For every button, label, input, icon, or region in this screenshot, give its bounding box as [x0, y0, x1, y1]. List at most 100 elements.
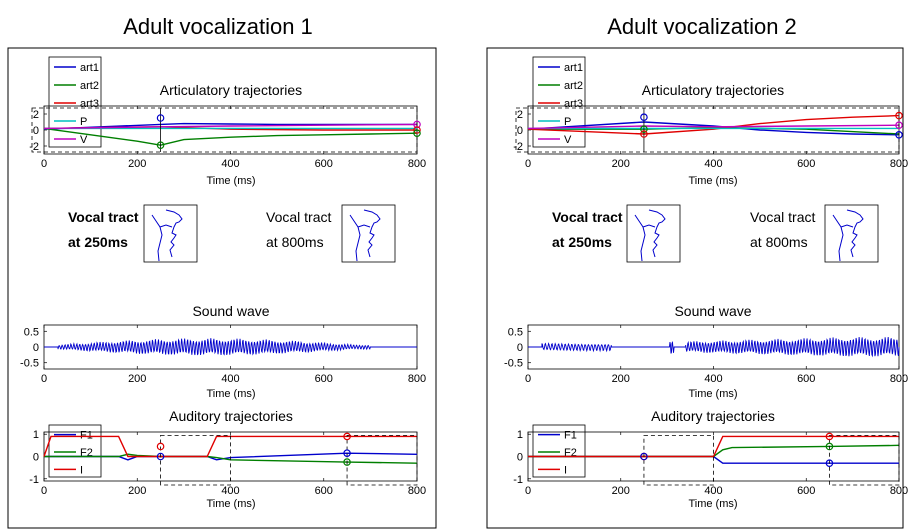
panel1-artic-legend-label-art1: art1: [80, 62, 99, 74]
vocal-tract-icon: [363, 209, 381, 258]
panel1-artic-xlabel: Time (ms): [206, 175, 255, 187]
panel2-audit-window: [829, 434, 900, 486]
panel2-artic-legend-label-art1: art1: [564, 62, 583, 74]
panel1-audit-point: [156, 452, 165, 461]
panel2-audit-title: Auditory trajectories: [651, 408, 775, 424]
vocal-tract-icon: [832, 214, 844, 262]
panel2-vt1-line2: at 250ms: [552, 234, 612, 250]
panel1-vocal-tract-800: [341, 204, 396, 263]
panel1-vocal-tract-250: [143, 204, 198, 263]
vocal-tract-icon: [634, 214, 646, 262]
panel1-artic-xtick-label: 600: [315, 158, 333, 170]
panel2-audit-xtick-label: 600: [797, 485, 815, 497]
panel1-sound-xtick-label: 400: [221, 373, 239, 385]
panel2-artic-legend-label-P: P: [564, 116, 571, 128]
panel2-audit-window: [643, 434, 714, 486]
panel1-audit-point: [343, 458, 351, 466]
panel1-audit-point: [343, 432, 351, 441]
panel2-audit-point: [825, 459, 834, 467]
panel1-audit-xtick-label: 800: [408, 485, 426, 497]
panel1-vt1-line2: at 250ms: [68, 234, 128, 250]
panel2-artic-ytick-label: -2: [513, 141, 523, 153]
panel2-audit-legend-label-F1: F1: [564, 430, 577, 442]
panel2-audit-xtick-label: 800: [890, 485, 908, 497]
panel2-audit-ytick-label: 1: [517, 429, 523, 441]
panel1-artic-title: Articulatory trajectories: [160, 82, 302, 98]
panel1-sound-ytick-label: 0: [33, 342, 39, 354]
panel2-audit-xtick-label: 0: [525, 485, 531, 497]
panel1-audit-window: [346, 434, 418, 486]
panel2-sound-ytick-label: 0.5: [508, 326, 523, 338]
panel1-artic-xtick-label: 400: [221, 158, 239, 170]
panel1-artic-legend: art1 art2 art3 PV: [48, 56, 102, 148]
panel2-artic-point: [640, 125, 648, 134]
panel1-sound-ytick-label: -0.5: [20, 358, 39, 370]
panel2-artic-point: [895, 131, 903, 139]
vocal-tract-icon: [357, 224, 371, 228]
panel2-artic-xtick-label: 200: [612, 158, 630, 170]
panel2-artic-xtick-label: 800: [890, 158, 908, 170]
panel1-audit-line-I: [43, 435, 417, 458]
panel1-frame: [7, 47, 437, 529]
panel2-vocal-tract-800: [824, 204, 879, 263]
panel2-vt2-line1: Vocal tract: [750, 209, 815, 225]
panel2-audit-legend-label-I: I: [564, 464, 567, 476]
panel1-artic-legend-label-P: P: [80, 116, 87, 128]
panel2-artic-xtick-label: 600: [797, 158, 815, 170]
panel2-artic-point: [640, 130, 648, 138]
panel1-sound-xtick-label: 0: [41, 373, 47, 385]
panel2-artic-title: Articulatory trajectories: [642, 82, 784, 98]
panel1-artic-point: [413, 129, 421, 138]
panel2-audit-xtick-label: 200: [612, 485, 630, 497]
panel1-artic-xtick-label: 200: [128, 158, 146, 170]
panel1-artic-xtick-label: 0: [41, 158, 47, 170]
panel1-artic-legend-label-art3: art3: [80, 98, 99, 110]
vocal-tract-icon: [840, 224, 854, 228]
panel2-artic-xtick-label: 400: [704, 158, 722, 170]
panel1-audit-ytick-label: 0: [33, 452, 39, 464]
panel2-sound-xtick-label: 400: [704, 373, 722, 385]
panel1-audit-point: [156, 442, 165, 451]
panel1-audit-xtick-label: 600: [315, 485, 333, 497]
panel2-artic-legend-label-art2: art2: [564, 80, 583, 92]
panel1-sound-xtick-label: 200: [128, 373, 146, 385]
panel2-sound-ytick-label: -0.5: [504, 358, 523, 370]
panel2-artic-ytick-label: 2: [517, 109, 523, 121]
panel1-sound-xtick-label: 600: [315, 373, 333, 385]
panel2-audit-xlabel: Time (ms): [688, 498, 737, 510]
panel1-audit-title: Auditory trajectories: [169, 408, 293, 424]
panel1-artic-xtick-label: 800: [408, 158, 426, 170]
panel1-title: Adult vocalization 1: [123, 14, 313, 39]
panel2-artic-xtick-label: 0: [525, 158, 531, 170]
panel1-sound-xtick-label: 800: [408, 373, 426, 385]
vocal-tract-icon: [349, 214, 361, 262]
panel2-audit-ytick-label: 0: [517, 452, 523, 464]
panel1-artic-ytick-label: -2: [29, 141, 39, 153]
panel2-sound-xtick-label: 200: [612, 373, 630, 385]
panel2-sound-wave: [528, 336, 900, 358]
panel1-audit-legend-label-I: I: [80, 464, 83, 476]
panel1-artic-point: [156, 114, 165, 122]
panel1-audit-ytick-label: -1: [29, 474, 39, 486]
panel1-artic-point: [413, 120, 421, 129]
panel2-artic-point: [895, 111, 903, 120]
panel1-audit-xlabel: Time (ms): [206, 498, 255, 510]
panel2-frame: [486, 47, 904, 529]
panel2-sound-xlabel: Time (ms): [688, 388, 737, 400]
panel1-audit-ytick-label: 1: [33, 429, 39, 441]
panel2-artic-legend: art1 art2 art3 PV: [532, 56, 586, 148]
panel2-sound-title: Sound wave: [674, 303, 751, 319]
panel2-vt1-line1: Vocal tract: [552, 209, 623, 225]
panel1-artic-legend-label-art2: art2: [80, 80, 99, 92]
panel2-title: Adult vocalization 2: [607, 14, 797, 39]
panel1-audit-xtick-label: 0: [41, 485, 47, 497]
vocal-tract-icon: [151, 214, 163, 262]
panel2-artic-xlabel: Time (ms): [688, 175, 737, 187]
panel2-sound-xtick-label: 800: [890, 373, 908, 385]
panel2-artic-line-art2: [528, 126, 900, 135]
